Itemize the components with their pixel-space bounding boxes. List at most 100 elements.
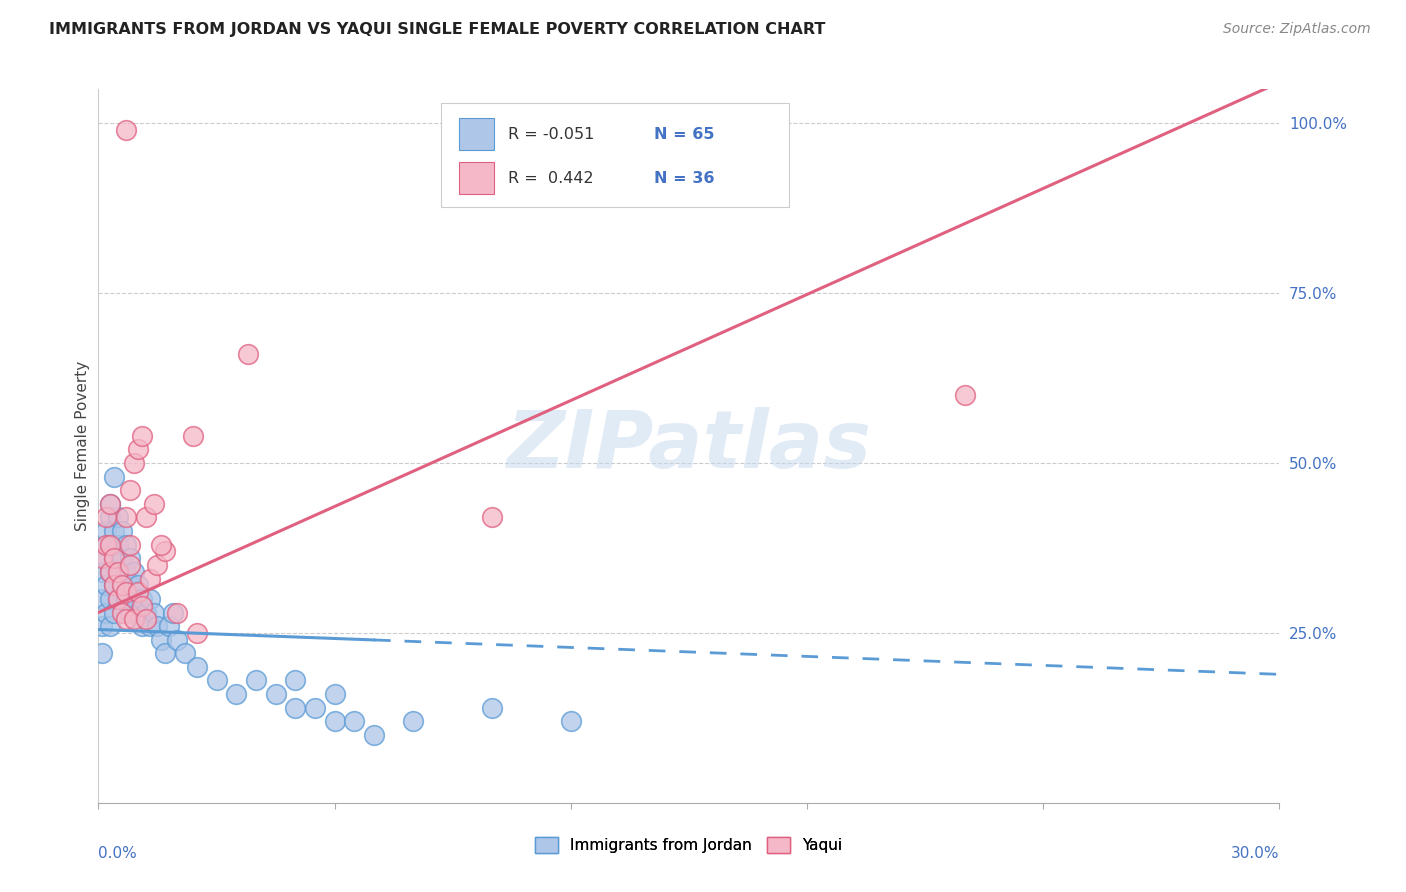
Point — [166, 632, 188, 647]
Point — [118, 558, 141, 572]
Point — [103, 606, 125, 620]
Point — [115, 612, 138, 626]
Point — [174, 646, 197, 660]
Point — [284, 673, 307, 688]
Point — [118, 483, 141, 498]
Text: N = 36: N = 36 — [654, 171, 714, 186]
Text: 30.0%: 30.0% — [1232, 846, 1279, 861]
Point — [91, 551, 114, 566]
Point — [225, 687, 247, 701]
Point — [107, 510, 129, 524]
FancyBboxPatch shape — [458, 118, 494, 150]
Point — [127, 578, 149, 592]
Point — [107, 537, 129, 551]
Point — [115, 537, 138, 551]
Point — [138, 591, 160, 606]
Point — [115, 123, 138, 137]
Point — [111, 551, 134, 566]
Point — [96, 524, 118, 538]
Point — [155, 646, 177, 660]
FancyBboxPatch shape — [441, 103, 789, 207]
Point — [157, 619, 180, 633]
Point — [127, 442, 149, 457]
Point — [98, 565, 121, 579]
Point — [115, 510, 138, 524]
Point — [103, 551, 125, 566]
Point — [91, 565, 114, 579]
Point — [138, 619, 160, 633]
Point — [107, 565, 129, 579]
Point — [150, 537, 173, 551]
Point — [284, 700, 307, 714]
Point — [118, 551, 141, 566]
Text: N = 65: N = 65 — [654, 127, 714, 142]
Text: Source: ZipAtlas.com: Source: ZipAtlas.com — [1223, 22, 1371, 37]
Point — [103, 524, 125, 538]
Point — [98, 619, 121, 633]
Point — [103, 578, 125, 592]
Point — [111, 578, 134, 592]
Point — [111, 606, 134, 620]
Point — [118, 606, 141, 620]
Point — [107, 591, 129, 606]
Point — [146, 619, 169, 633]
Point — [363, 728, 385, 742]
Point — [98, 591, 121, 606]
Point — [343, 714, 366, 729]
Point — [323, 687, 346, 701]
Point — [142, 606, 165, 620]
Point — [91, 619, 114, 633]
Point — [131, 619, 153, 633]
Point — [115, 565, 138, 579]
Point — [96, 606, 118, 620]
Point — [118, 578, 141, 592]
Point — [98, 565, 121, 579]
Point — [118, 537, 141, 551]
Point — [150, 632, 173, 647]
Legend: Immigrants from Jordan, Yaqui: Immigrants from Jordan, Yaqui — [529, 831, 849, 859]
Point — [560, 714, 582, 729]
Text: IMMIGRANTS FROM JORDAN VS YAQUI SINGLE FEMALE POVERTY CORRELATION CHART: IMMIGRANTS FROM JORDAN VS YAQUI SINGLE F… — [49, 22, 825, 37]
Point — [96, 510, 118, 524]
Point — [107, 565, 129, 579]
Text: R =  0.442: R = 0.442 — [508, 171, 593, 186]
Point — [236, 347, 259, 361]
Point — [304, 700, 326, 714]
Point — [186, 626, 208, 640]
Point — [162, 606, 184, 620]
Point — [115, 591, 138, 606]
Point — [96, 578, 118, 592]
Point — [122, 591, 145, 606]
Point — [98, 497, 121, 511]
Point — [103, 551, 125, 566]
Text: R = -0.051: R = -0.051 — [508, 127, 595, 142]
Point — [481, 510, 503, 524]
Point — [127, 585, 149, 599]
Point — [107, 591, 129, 606]
Point — [127, 606, 149, 620]
Point — [111, 524, 134, 538]
Point — [91, 646, 114, 660]
Point — [205, 673, 228, 688]
Point — [142, 497, 165, 511]
Point — [122, 565, 145, 579]
Point — [155, 544, 177, 558]
Y-axis label: Single Female Poverty: Single Female Poverty — [75, 361, 90, 531]
Point — [245, 673, 267, 688]
Point — [953, 388, 976, 402]
Point — [96, 551, 118, 566]
Point — [135, 606, 157, 620]
Point — [98, 537, 121, 551]
Point — [103, 469, 125, 483]
Point — [96, 537, 118, 551]
Point — [115, 585, 138, 599]
Point — [131, 599, 153, 613]
Point — [131, 591, 153, 606]
Text: ZIPatlas: ZIPatlas — [506, 407, 872, 485]
Point — [138, 572, 160, 586]
Point — [323, 714, 346, 729]
Point — [91, 591, 114, 606]
Point — [481, 700, 503, 714]
Point — [103, 578, 125, 592]
Text: 0.0%: 0.0% — [98, 846, 138, 861]
